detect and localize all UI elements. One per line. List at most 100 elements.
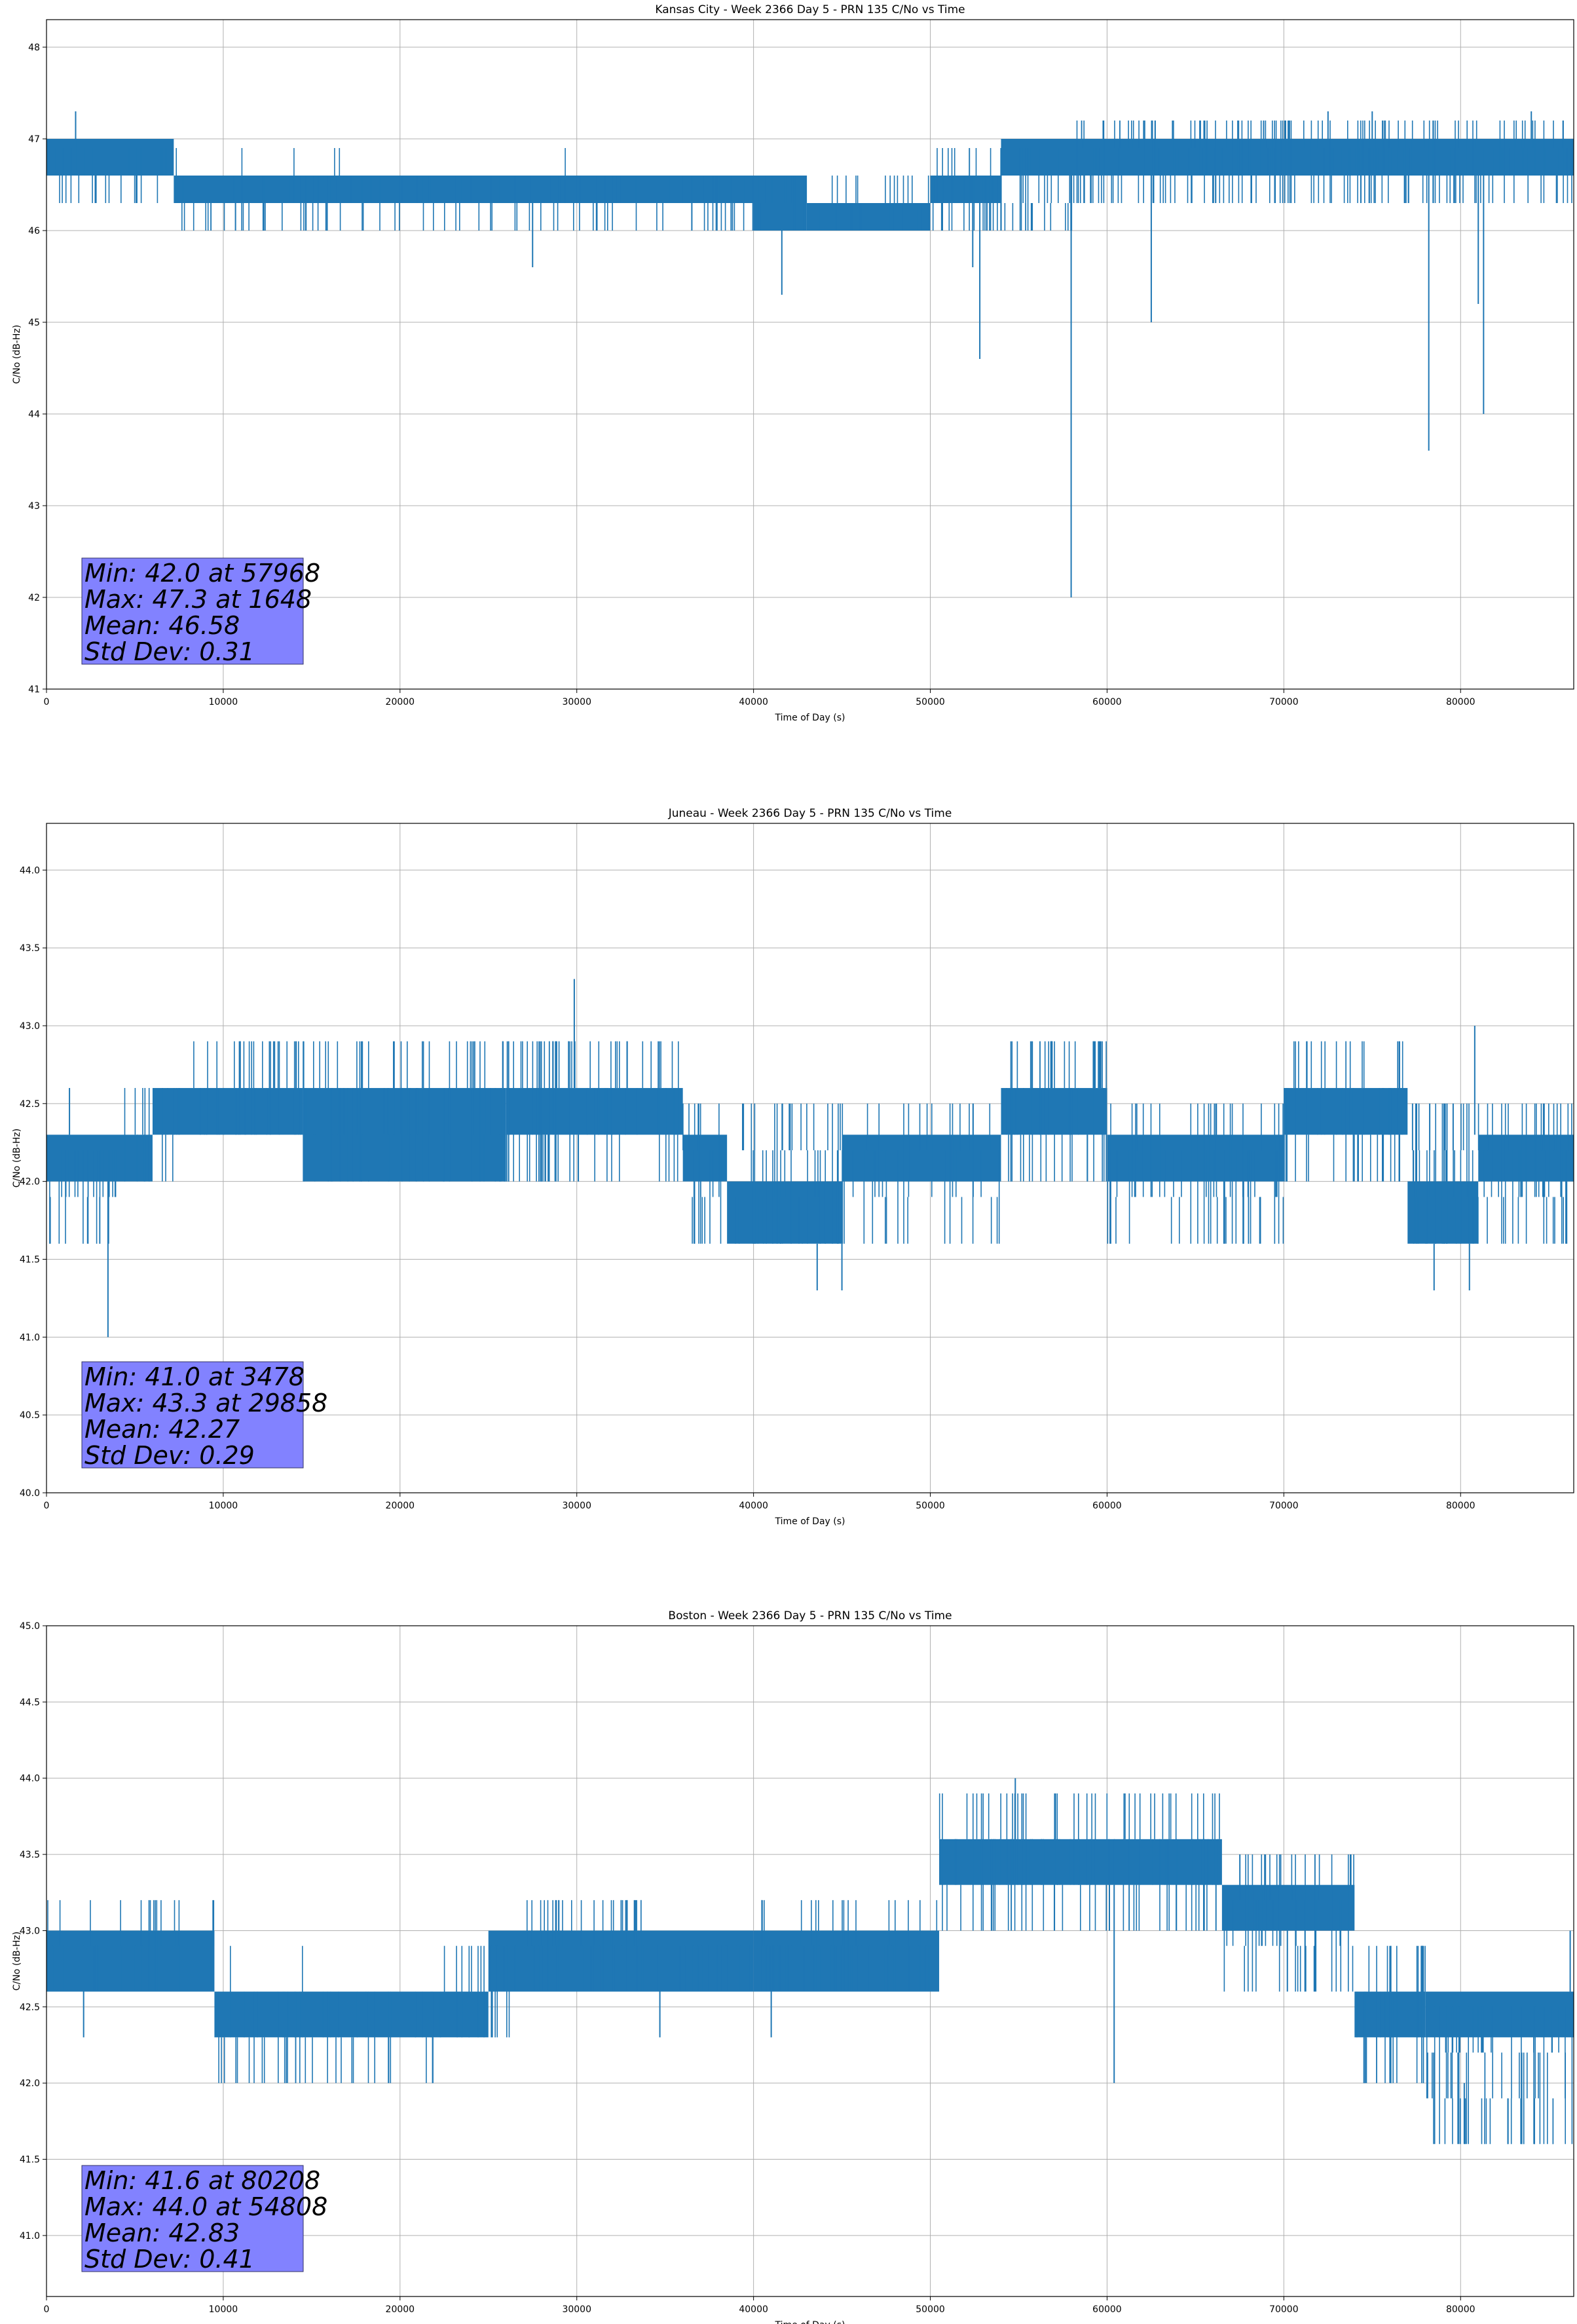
stats-line-1: Max: 44.0 at 54808 (84, 2192, 327, 2221)
y-tick-label-7: 43.5 (20, 943, 40, 954)
y-tick-label-3: 41.5 (20, 1254, 40, 1265)
chart-title: Kansas City - Week 2366 Day 5 - PRN 135 … (655, 3, 965, 16)
x-tick-label-6: 60000 (1092, 2304, 1122, 2315)
stats-line-0: Min: 42.0 at 57968 (84, 559, 320, 588)
x-tick-label-8: 80000 (1446, 697, 1475, 707)
x-tick-label-4: 40000 (739, 1501, 768, 1511)
y-tick-label-1: 40.5 (20, 1410, 40, 1421)
x-tick-label-1: 10000 (209, 2304, 238, 2315)
x-axis-label: Time of Day (s) (775, 2320, 845, 2324)
y-tick-label-2: 41.0 (20, 1332, 40, 1343)
y-tick-label-0: 41.0 (20, 2231, 40, 2241)
x-tick-label-3: 30000 (562, 1501, 591, 1511)
series-band-1 (152, 1088, 303, 1135)
y-tick-label-5: 43.5 (20, 1850, 40, 1860)
y-tick-label-4: 42.0 (20, 1177, 40, 1188)
y-tick-label-0: 41 (28, 684, 40, 695)
y-tick-label-1: 41.5 (20, 2155, 40, 2165)
series-band-8 (1107, 1134, 1284, 1182)
x-tick-label-1: 10000 (209, 697, 238, 707)
axes-frame (46, 1625, 1574, 2297)
series-band-0 (46, 1930, 215, 1992)
x-tick-label-5: 50000 (916, 1501, 945, 1511)
x-tick-label-2: 20000 (386, 697, 415, 707)
x-tick-label-2: 20000 (386, 2304, 415, 2315)
stats-line-2: Mean: 42.27 (84, 1415, 240, 1444)
y-tick-label-6: 47 (28, 134, 40, 145)
x-tick-label-7: 70000 (1269, 697, 1299, 707)
y-tick-label-8: 44.0 (20, 865, 40, 876)
y-tick-label-4: 43.0 (20, 1926, 40, 1936)
stats-box-background (81, 557, 304, 665)
x-tick-label-1: 10000 (209, 1501, 238, 1511)
y-tick-label-2: 43 (28, 501, 40, 512)
stats-line-3: Std Dev: 0.31 (84, 637, 255, 666)
chart-panel-1: 0 10000 20000 30000 40000 50000 60000 70000 8000… (12, 3, 1574, 723)
y-tick-label-7: 44.5 (20, 1697, 40, 1708)
x-tick-label-3: 30000 (562, 697, 591, 707)
y-tick-label-1: 42 (28, 593, 40, 603)
x-tick-label-4: 40000 (739, 697, 768, 707)
series-line (46, 1778, 1574, 2145)
x-tick-label-0: 0 (44, 2304, 50, 2315)
y-axis-label: C/No (dB-Hz) (12, 325, 22, 384)
stats-box-background (81, 1361, 304, 1469)
y-tick-label-4: 45 (28, 318, 40, 328)
axes-frame (46, 823, 1574, 1493)
series-band-2 (753, 176, 807, 231)
series-band-7 (1425, 1991, 1574, 2038)
y-tick-label-3: 44 (28, 409, 40, 420)
stats-line-2: Mean: 46.58 (84, 611, 240, 640)
y-axis-label: C/No (dB-Hz) (12, 1932, 22, 1991)
series-band-5 (1221, 1884, 1355, 1931)
y-tick-label-8: 45.0 (20, 1621, 40, 1632)
y-tick-label-5: 46 (28, 226, 40, 236)
y-tick-label-7: 48 (28, 43, 40, 53)
y-tick-label-5: 42.5 (20, 1099, 40, 1110)
y-tick-label-6: 44.0 (20, 1774, 40, 1784)
chart-panel-3: 0 10000 20000 30000 40000 50000 60000 70000 8000… (12, 1609, 1574, 2324)
x-tick-label-4: 40000 (739, 2304, 768, 2315)
axes-frame (46, 19, 1574, 690)
series-band-5 (1001, 139, 1574, 176)
series-band-0 (46, 139, 174, 176)
chart-panel-2: 0 10000 20000 30000 40000 50000 60000 70000 8000… (12, 807, 1574, 1527)
x-tick-label-8: 80000 (1446, 1501, 1475, 1511)
stats-line-1: Max: 43.3 at 29858 (84, 1389, 327, 1417)
x-tick-label-3: 30000 (562, 2304, 591, 2315)
series-line (46, 111, 1574, 597)
stats-line-2: Mean: 42.83 (84, 2219, 240, 2247)
series-band-6 (842, 1134, 1001, 1182)
series-band-4 (682, 1134, 728, 1182)
x-tick-label-6: 60000 (1092, 697, 1122, 707)
x-tick-label-7: 70000 (1269, 1501, 1299, 1511)
x-axis-label: Time of Day (s) (775, 713, 845, 723)
series-band-2 (303, 1088, 506, 1182)
series-line (46, 979, 1574, 1338)
series-band-1 (174, 176, 754, 203)
series-band-1 (214, 1991, 489, 2038)
y-axis-label: C/No (dB-Hz) (12, 1129, 22, 1188)
series-band-3 (753, 1930, 940, 1992)
chart-title: Boston - Week 2366 Day 5 - PRN 135 C/No … (668, 1609, 952, 1622)
chart-title: Juneau - Week 2366 Day 5 - PRN 135 C/No … (668, 807, 952, 820)
stats-line-3: Std Dev: 0.29 (84, 1441, 255, 1470)
y-tick-label-3: 42.5 (20, 2002, 40, 2013)
series-band-3 (806, 203, 931, 231)
stats-line-3: Std Dev: 0.41 (84, 2245, 255, 2274)
stats-box-background (81, 2165, 304, 2272)
x-tick-label-8: 80000 (1446, 2304, 1475, 2315)
x-tick-label-0: 0 (44, 697, 50, 707)
y-tick-label-6: 43.0 (20, 1021, 40, 1032)
x-axis-label: Time of Day (s) (775, 1516, 845, 1527)
series-band-4 (939, 1839, 1222, 1885)
stats-line-0: Min: 41.6 at 80208 (84, 2166, 320, 2195)
x-tick-label-2: 20000 (386, 1501, 415, 1511)
x-tick-label-5: 50000 (916, 2304, 945, 2315)
y-tick-label-2: 42.0 (20, 2078, 40, 2089)
x-tick-label-5: 50000 (916, 697, 945, 707)
